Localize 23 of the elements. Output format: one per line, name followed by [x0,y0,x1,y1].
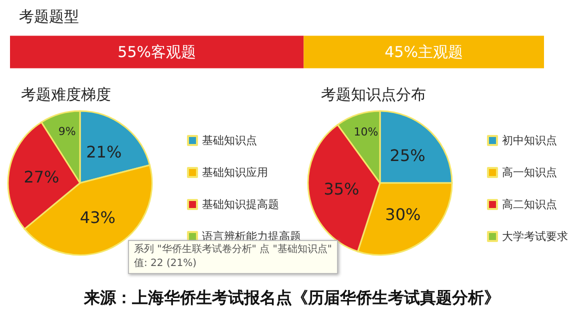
chart-title: 考题题型 [19,8,79,26]
data-label: 25% [390,146,426,165]
data-label: 30% [385,205,421,224]
text: 值: 22 (21%) [134,257,198,271]
legend-label: 基础知识点 [202,134,257,147]
legend-label: 大学考试要求 [502,230,568,243]
data-label: 55%客观题 [118,43,196,61]
data-label: 10% [354,125,378,138]
chart-title: 考题知识点分布 [321,86,426,104]
data-label: 27% [24,167,60,186]
data-label: 9% [58,125,76,138]
legend-label: 高二知识点 [502,198,557,211]
legend-label: 高一知识点 [502,166,557,179]
data-label: 43% [80,208,116,228]
chart-title: 考题难度梯度 [21,86,111,104]
data-label: 35% [324,180,360,199]
data-label: 21% [86,142,122,162]
legend-label: 基础知识提高题 [202,198,279,211]
legend-label: 基础知识应用 [202,166,268,179]
legend-label: 初中知识点 [502,134,557,147]
source-note: 来源：上海华侨生考试报名点《历届华侨生考试真题分析》 [82,288,501,309]
text: 系列 "华侨生联考试卷分析" 点 "基础知识点" [134,243,332,257]
data-label: 45%主观题 [384,43,464,61]
